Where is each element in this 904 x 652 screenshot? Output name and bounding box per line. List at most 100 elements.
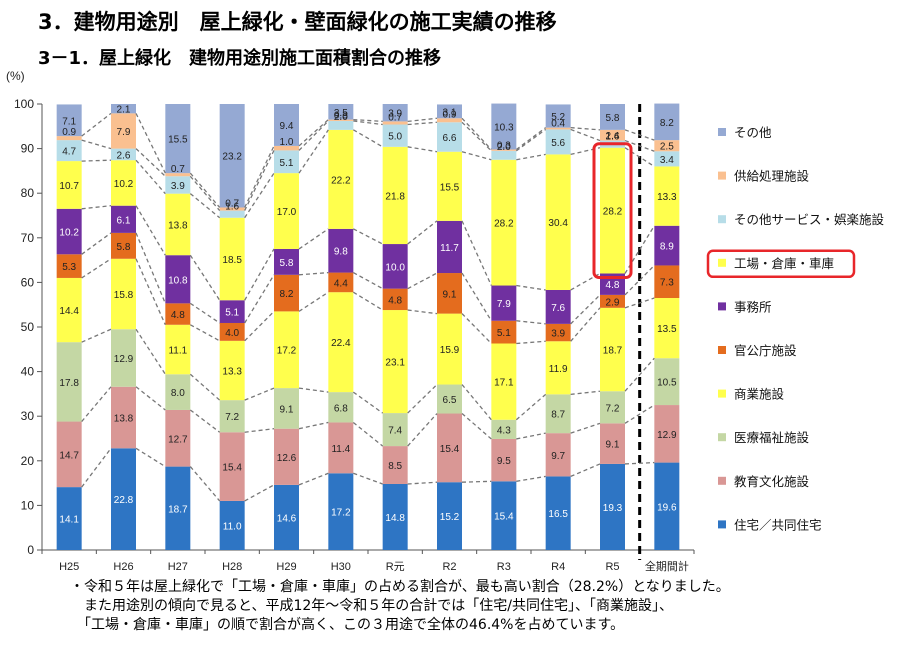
bar-segment [165,374,191,410]
bar-value-label: 7.9 [497,299,511,310]
bar-segment [545,154,571,290]
connector-line [352,421,384,447]
bar-value-label: 5.8 [280,258,294,269]
bar-value-label: 4.8 [171,310,185,321]
bar-value-label: 6.8 [334,403,348,414]
bar-value-label: 9.8 [334,247,348,258]
bar-value-label: 7.2 [225,412,239,423]
bar-value-label: 3.9 [171,181,185,192]
bar-value-label: 28.2 [603,207,623,218]
legend-swatch [718,302,726,311]
bar-segment [545,323,571,342]
connector-line [407,481,438,485]
bar-value-label: 9.1 [443,289,457,300]
bar-value-label: 15.4 [494,512,514,523]
bar-value-label: 0.7 [388,112,402,123]
connector-line [353,129,383,148]
bar-segment [382,104,408,122]
connector-line [81,328,112,343]
connector-line [135,159,166,195]
legend-label: 商業施設 [734,387,785,402]
connector-line [298,129,329,174]
bar-value-label: 5.0 [388,132,402,143]
bar-value-label: 30.4 [548,218,568,229]
bar-value-label: 22.2 [331,175,351,186]
bar-value-label: 8.9 [660,242,674,253]
bar-segment [56,421,82,488]
bar-segment [491,481,517,550]
bar-value-label: 6.6 [443,133,457,144]
bar-segment [328,292,354,393]
connector-line [81,112,112,137]
connector-line [624,129,655,141]
bar-value-label: 12.9 [114,354,134,365]
bar-value-label: 15.5 [440,182,460,193]
y-tick-label: 20 [21,454,35,468]
bar-value-label: 15.4 [440,444,460,455]
connector-line [135,328,166,375]
bar-segment [382,146,408,245]
bar-value-label: 11.1 [168,346,187,357]
connector-line [407,121,438,126]
bar-segment [219,322,245,341]
bar-segment [274,428,299,485]
bar-value-label: 5.8 [117,242,131,253]
connector-line [298,228,329,250]
connector-line [244,172,275,219]
legend-label: その他 [734,125,772,140]
legend-label: 医療福祉施設 [734,430,810,445]
bar-value-label: 13.3 [222,366,242,377]
bar-segment [165,324,191,375]
x-tick-label: R2 [442,561,456,573]
bar-value-label: 10.8 [168,275,188,286]
legend: その他供給処理施設その他サービス・娯楽施設工場・倉庫・車庫事務所官公庁施設商業施… [706,125,885,532]
bar-value-label: 5.2 [551,112,565,123]
bar-segment [654,358,680,406]
bar-segment [545,289,571,324]
connector-line [352,291,384,311]
bar-segment [382,310,408,414]
x-tick-label: H28 [222,561,242,573]
bar-value-label: 13.8 [114,414,134,425]
bar-value-label: 13.8 [168,220,188,231]
connector-line [189,409,221,433]
bar-segment [274,145,299,151]
connector-line [407,309,438,315]
connector-line [407,117,438,123]
connector-line [190,324,220,342]
bar-value-label: 2.4 [606,131,620,142]
bar-value-label: 8.2 [280,289,294,300]
bar-value-label: 5.8 [606,113,620,124]
bar-segment [56,104,82,137]
connector-line [516,475,546,482]
highlight-box [592,142,633,279]
bar-segment [274,248,299,275]
bar-value-label: 21.8 [385,191,405,202]
connector-line [353,118,383,123]
bar-value-label: 12.9 [657,430,677,441]
bar-value-label: 0.4 [551,119,565,130]
connector-line [189,254,221,301]
connector-line [570,294,601,325]
bar-value-label: 19.6 [657,502,677,513]
bar-segment [545,341,571,395]
bar-segment [545,127,571,130]
bar-segment [654,166,680,226]
bar-segment [491,150,517,160]
connector-line [189,172,221,208]
bar-value-label: 12.6 [277,453,297,464]
bar-segment [437,151,462,221]
connector-line [244,274,275,324]
bar-segment [654,225,680,266]
legend-swatch [718,128,726,136]
bar-value-label: 15.8 [114,290,134,301]
data-labels: 14.114.717.814.45.310.210.74.70.97.122.8… [59,105,677,533]
bar-value-label: 0.7 [225,198,239,209]
connector-line [244,248,275,301]
x-tick-label: H29 [276,561,296,573]
connector-line [81,205,112,210]
bar-value-label: 15.5 [168,135,188,146]
connector-line [570,147,601,156]
legend-swatch [718,520,726,529]
bar-segment [165,193,191,256]
